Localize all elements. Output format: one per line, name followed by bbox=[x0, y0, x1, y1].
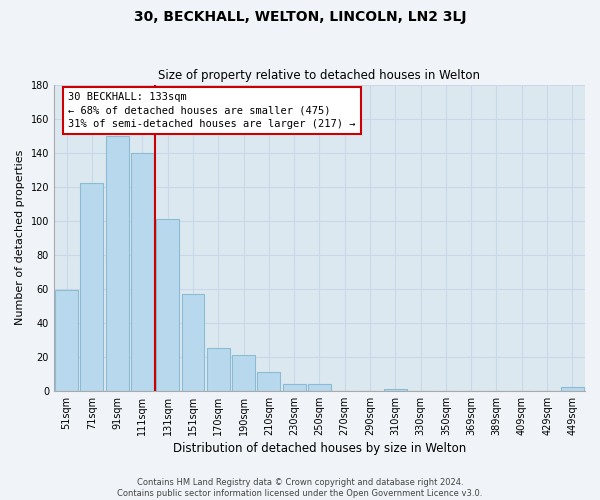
Bar bbox=[131, 152, 154, 391]
Bar bbox=[207, 348, 230, 391]
Text: Contains HM Land Registry data © Crown copyright and database right 2024.
Contai: Contains HM Land Registry data © Crown c… bbox=[118, 478, 482, 498]
Y-axis label: Number of detached properties: Number of detached properties bbox=[15, 150, 25, 326]
Bar bbox=[80, 183, 103, 391]
Bar bbox=[182, 294, 205, 391]
Bar bbox=[283, 384, 305, 391]
Bar bbox=[561, 388, 584, 391]
Text: 30 BECKHALL: 133sqm
← 68% of detached houses are smaller (475)
31% of semi-detac: 30 BECKHALL: 133sqm ← 68% of detached ho… bbox=[68, 92, 355, 128]
Bar bbox=[232, 355, 255, 391]
Bar bbox=[157, 219, 179, 391]
Text: 30, BECKHALL, WELTON, LINCOLN, LN2 3LJ: 30, BECKHALL, WELTON, LINCOLN, LN2 3LJ bbox=[134, 10, 466, 24]
Bar bbox=[308, 384, 331, 391]
Bar bbox=[55, 290, 78, 391]
X-axis label: Distribution of detached houses by size in Welton: Distribution of detached houses by size … bbox=[173, 442, 466, 455]
Title: Size of property relative to detached houses in Welton: Size of property relative to detached ho… bbox=[158, 69, 481, 82]
Bar bbox=[384, 389, 407, 391]
Bar bbox=[257, 372, 280, 391]
Bar bbox=[106, 136, 128, 391]
